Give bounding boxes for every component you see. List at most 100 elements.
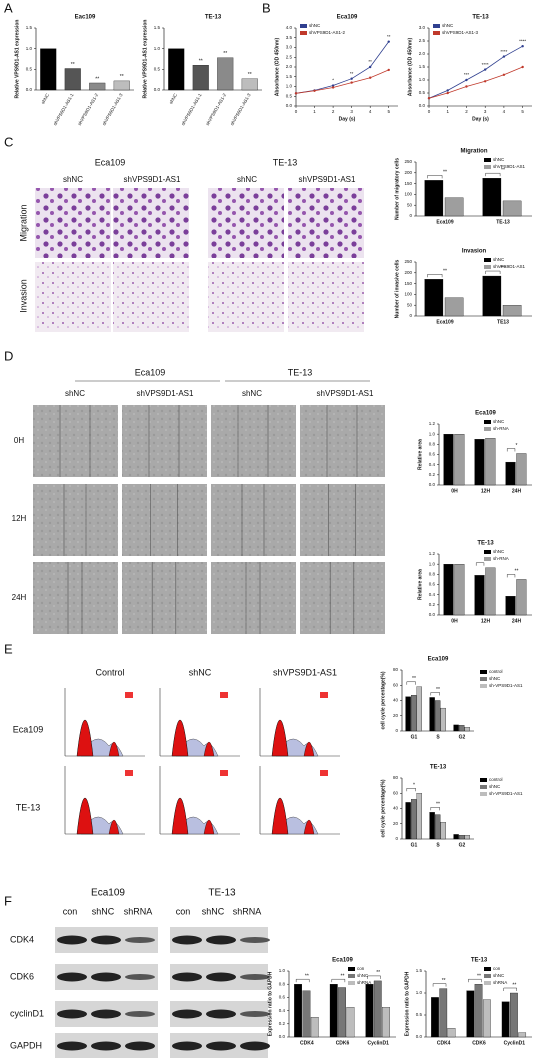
legend-label: control [489,777,503,782]
y-axis-label: Absorbance (OD 450nm) [274,37,280,96]
x-tick-label: shVPS9D1-AS1-1 [180,92,203,126]
legend-swatch [484,420,491,424]
band [240,1041,270,1051]
micrograph [113,262,189,332]
bar [459,725,465,732]
legend-swatch [484,557,491,561]
legend-label: con [493,966,501,971]
sig-bracket [295,979,310,983]
bar [373,980,382,1038]
legend-swatch [480,684,487,688]
y-tick-label: 250 [404,259,412,264]
x-axis-label: Day (s) [472,116,489,122]
wound-image [211,562,296,634]
condition-label: shNC [237,175,257,184]
band [172,935,202,945]
y-tick-label: 200 [404,270,412,275]
y-tick-label: 250 [404,159,412,164]
y-axis-label: Relative VPS9D1-AS1 expression [142,20,148,99]
g2-peak [108,741,120,757]
bar [485,567,496,616]
y-tick-label: 0.5 [416,1012,423,1017]
band [91,1009,121,1019]
bar [241,78,258,91]
protein-label: cyclinD1 [10,1008,44,1018]
point [331,86,335,89]
legend-swatch [484,158,491,162]
x-tick-label: 12H [481,618,491,624]
legend-swatch [480,785,487,789]
y-tick-label: 1.0 [429,431,436,436]
legend-swatch [484,967,491,971]
y-tick-label: 3.0 [286,45,293,50]
band [172,972,202,982]
point [350,77,353,80]
bar [411,695,417,732]
bar [338,987,346,1038]
chart-title: TE-13 [471,958,488,964]
bar [502,305,522,317]
significance: ** [248,72,252,78]
band [91,972,121,982]
x-tick-label: 2 [332,109,335,114]
y-tick-label: 20 [393,821,399,826]
x-tick-label: shVPS9D1-AS1-2 [205,92,228,126]
bar [192,65,209,91]
hist-legend [320,692,328,698]
x-tick-label: G2 [459,842,466,848]
y-axis-label: Relative area [417,569,423,600]
condition-label: shVPS9D1-AS1 [137,389,194,398]
significance: ** [436,802,440,808]
bar [464,727,470,732]
chart-title: TE-13 [430,765,447,771]
point [350,81,353,84]
x-tick-label: 12H [481,488,491,494]
sig-bracket [507,448,516,452]
y-tick-label: 1.0 [429,561,436,566]
y-tick-label: 80 [393,667,399,672]
legend-label: shNC [493,257,505,262]
wound-image [122,484,207,556]
bar [516,453,527,486]
y-tick-label: 60 [393,682,399,687]
micrograph [288,262,364,332]
y-tick-label: 50 [407,302,413,307]
x-tick-label: 3 [350,109,353,114]
bar [439,988,448,1038]
x-tick-label: 3 [484,109,487,114]
bar [40,48,57,91]
g2-peak [303,741,315,757]
legend-label: sh-RNA [493,426,509,431]
legend-label: shVPS9D1-AS1-2 [309,30,346,35]
bar [510,992,518,1038]
bar [443,564,454,616]
g2-peak [203,741,215,757]
x-tick-label: 1 [446,109,449,114]
lane-label: shRNA [233,906,262,916]
significance: ** [350,71,354,76]
condition-label: shNC [63,175,83,184]
significance: ** [71,62,75,68]
y-tick-label: 1.0 [154,46,161,51]
legend-label: control [489,669,503,674]
legend-label: shNC [493,549,505,554]
y-tick-label: 0.0 [154,87,161,92]
bar [346,1007,355,1038]
bar [424,279,444,317]
y-tick-label: 2.5 [286,54,293,59]
row-label: 24H [12,593,27,602]
bar [435,700,441,732]
micrograph [35,262,111,332]
legend-label: shVPS9D1-AS1-3 [442,30,479,35]
significance: **** [519,38,526,43]
sig-bracket [485,270,501,275]
legend-label: shNC [357,973,369,978]
y-tick-label: 1.5 [26,25,33,30]
significance: ** [477,974,481,980]
bar [365,984,374,1038]
significance: ** [515,569,519,575]
bar [518,1032,527,1038]
row-label: TE-13 [16,802,41,812]
significance: ** [305,974,309,980]
panel-letter: E [4,641,13,656]
